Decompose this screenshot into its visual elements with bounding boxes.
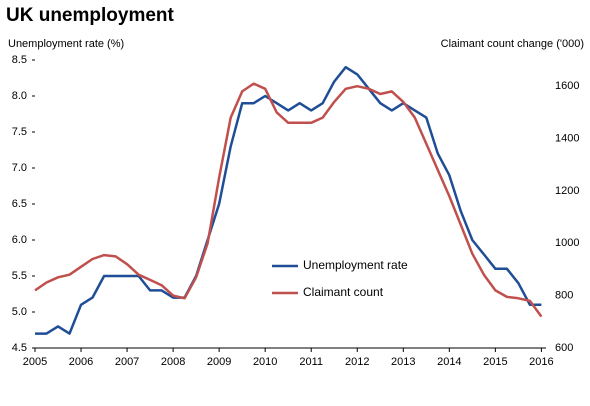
x-tick-label: 2015	[483, 356, 507, 368]
x-tick-label: 2011	[299, 356, 323, 368]
x-tick-label: 2014	[437, 356, 461, 368]
x-tick-label: 2008	[161, 356, 185, 368]
y-tick-label: 8.0	[12, 90, 27, 102]
legend-label: Unemployment rate	[303, 258, 408, 272]
y-tick-label: 7.0	[12, 162, 27, 174]
y2-tick-label: 800	[555, 290, 573, 302]
x-tick-label: 2012	[345, 356, 369, 368]
y2-tick-label: 1000	[555, 237, 579, 249]
x-tick-label: 2010	[253, 356, 277, 368]
y2-tick-label: 1600	[555, 80, 579, 92]
y2-tick-label: 1200	[555, 185, 579, 197]
y2-axis-label: Claimant count change ('000)	[441, 38, 584, 50]
chart-title: UK unemployment	[6, 5, 175, 26]
x-tick-label: 2013	[391, 356, 415, 368]
x-tick-label: 2006	[69, 356, 93, 368]
series-line	[35, 65, 542, 335]
y2-tick-label: 600	[555, 342, 573, 354]
x-tick-label: 2009	[207, 356, 231, 368]
y-axis-label: Unemployment rate (%)	[8, 38, 124, 50]
y-tick-label: 4.5	[12, 342, 27, 354]
y-tick-label: 7.5	[12, 126, 27, 138]
y-tick-label: 8.5	[12, 54, 27, 66]
y-tick-label: 5.0	[12, 306, 27, 318]
y-tick-label: 5.5	[12, 270, 27, 282]
y-tick-label: 6.5	[12, 198, 27, 210]
x-tick-label: 2016	[529, 356, 553, 368]
series-line	[34, 82, 543, 318]
x-tick-label: 2005	[23, 356, 47, 368]
y-tick-label: 6.0	[12, 234, 27, 246]
legend-label: Claimant count	[303, 285, 384, 299]
x-tick-label: 2007	[115, 356, 139, 368]
y2-tick-label: 1400	[555, 132, 579, 144]
